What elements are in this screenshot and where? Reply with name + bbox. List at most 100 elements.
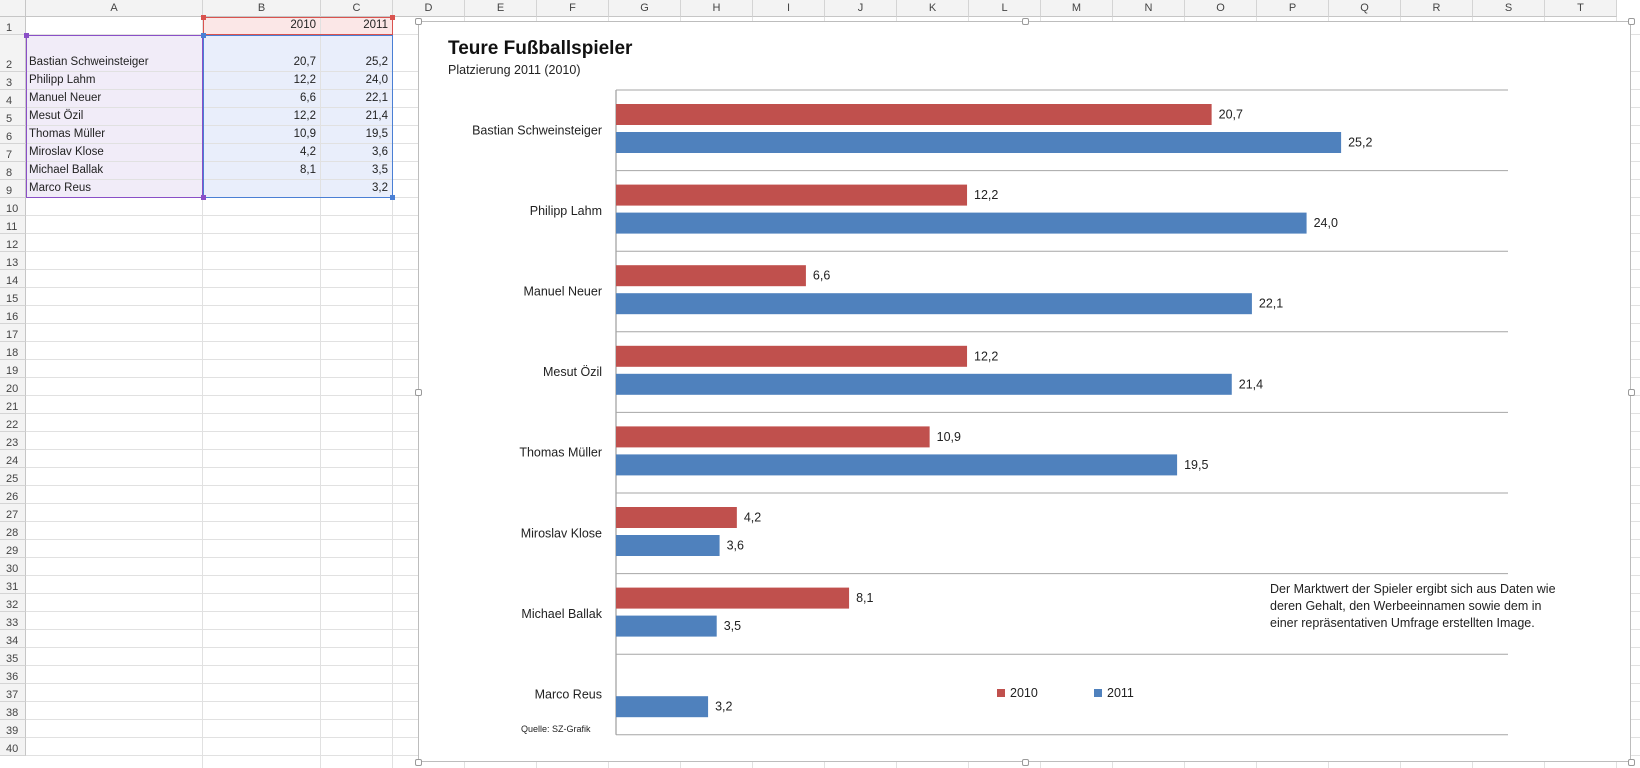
column-header-i[interactable]: I: [753, 0, 825, 17]
cell-a2[interactable]: Bastian Schweinsteiger: [29, 56, 149, 68]
row-header-20[interactable]: 20: [0, 378, 26, 396]
chart-resize-handle[interactable]: [1628, 759, 1635, 766]
row-header-7[interactable]: 7: [0, 144, 26, 162]
row-header-21[interactable]: 21: [0, 396, 26, 414]
row-header-28[interactable]: 28: [0, 522, 26, 540]
column-header-k[interactable]: K: [897, 0, 969, 17]
chart-resize-handle[interactable]: [1021, 18, 1029, 25]
row-header-18[interactable]: 18: [0, 342, 26, 360]
cell-a3[interactable]: Philipp Lahm: [29, 74, 96, 86]
row-header-39[interactable]: 39: [0, 720, 26, 738]
row-header-23[interactable]: 23: [0, 432, 26, 450]
column-header-o[interactable]: O: [1185, 0, 1257, 17]
chart-resize-handle[interactable]: [1021, 759, 1029, 766]
row-header-12[interactable]: 12: [0, 234, 26, 252]
column-header-q[interactable]: Q: [1329, 0, 1401, 17]
range-resize-handle[interactable]: [390, 195, 395, 200]
cell-a7[interactable]: Miroslav Klose: [29, 146, 104, 158]
column-header-b[interactable]: B: [203, 0, 321, 17]
cell-b4[interactable]: 6,6: [300, 92, 316, 104]
row-header-30[interactable]: 30: [0, 558, 26, 576]
cell-a6[interactable]: Thomas Müller: [29, 128, 106, 140]
row-header-4[interactable]: 4: [0, 90, 26, 108]
row-header-33[interactable]: 33: [0, 612, 26, 630]
column-header-e[interactable]: E: [465, 0, 537, 17]
chart-resize-handle[interactable]: [415, 18, 422, 25]
select-all-corner[interactable]: [0, 0, 26, 17]
row-header-37[interactable]: 37: [0, 684, 26, 702]
column-header-h[interactable]: H: [681, 0, 753, 17]
cell-c8[interactable]: 3,5: [372, 164, 388, 176]
cell-c3[interactable]: 24,0: [365, 74, 388, 86]
row-header-5[interactable]: 5: [0, 108, 26, 126]
cell-b2[interactable]: 20,7: [293, 56, 316, 68]
row-header-9[interactable]: 9: [0, 180, 26, 198]
cell-a4[interactable]: Manuel Neuer: [29, 92, 102, 104]
chart-resize-handle[interactable]: [1628, 18, 1635, 25]
row-header-27[interactable]: 27: [0, 504, 26, 522]
range-resize-handle[interactable]: [201, 15, 206, 20]
row-header-26[interactable]: 26: [0, 486, 26, 504]
cell-b1[interactable]: 2010: [290, 19, 316, 31]
row-header-10[interactable]: 10: [0, 198, 26, 216]
cell-c1[interactable]: 2011: [363, 19, 388, 31]
row-header-3[interactable]: 3: [0, 72, 26, 90]
cell-b6[interactable]: 10,9: [293, 128, 316, 140]
row-header-24[interactable]: 24: [0, 450, 26, 468]
row-header-17[interactable]: 17: [0, 324, 26, 342]
column-header-p[interactable]: P: [1257, 0, 1329, 17]
cell-a8[interactable]: Michael Ballak: [29, 164, 104, 176]
row-header-15[interactable]: 15: [0, 288, 26, 306]
cell-a9[interactable]: Marco Reus: [29, 182, 91, 194]
row-header-14[interactable]: 14: [0, 270, 26, 288]
column-header-m[interactable]: M: [1041, 0, 1113, 17]
column-header-r[interactable]: R: [1401, 0, 1473, 17]
cell-c7[interactable]: 3,6: [372, 146, 388, 158]
cell-b5[interactable]: 12,2: [293, 110, 316, 122]
column-header-g[interactable]: G: [609, 0, 681, 17]
column-header-a[interactable]: A: [26, 0, 203, 17]
cell-b8[interactable]: 8,1: [300, 164, 316, 176]
column-header-d[interactable]: D: [393, 0, 465, 17]
row-header-25[interactable]: 25: [0, 468, 26, 486]
range-resize-handle[interactable]: [201, 33, 206, 38]
row-header-11[interactable]: 11: [0, 216, 26, 234]
column-header-j[interactable]: J: [825, 0, 897, 17]
range-resize-handle[interactable]: [201, 195, 206, 200]
chart-resize-handle[interactable]: [415, 759, 422, 766]
column-header-n[interactable]: N: [1113, 0, 1185, 17]
cell-b3[interactable]: 12,2: [293, 74, 316, 86]
chart-resize-handle[interactable]: [415, 388, 422, 396]
row-header-34[interactable]: 34: [0, 630, 26, 648]
row-header-6[interactable]: 6: [0, 126, 26, 144]
row-header-38[interactable]: 38: [0, 702, 26, 720]
column-header-t[interactable]: T: [1545, 0, 1617, 17]
row-header-2[interactable]: 2: [0, 35, 26, 72]
range-resize-handle[interactable]: [390, 15, 395, 20]
row-header-32[interactable]: 32: [0, 594, 26, 612]
row-header-16[interactable]: 16: [0, 306, 26, 324]
row-header-36[interactable]: 36: [0, 666, 26, 684]
row-header-35[interactable]: 35: [0, 648, 26, 666]
row-header-29[interactable]: 29: [0, 540, 26, 558]
row-header-8[interactable]: 8: [0, 162, 26, 180]
cell-c5[interactable]: 21,4: [365, 110, 388, 122]
column-header-s[interactable]: S: [1473, 0, 1545, 17]
row-header-13[interactable]: 13: [0, 252, 26, 270]
cell-c9[interactable]: 3,2: [372, 182, 388, 194]
cell-a5[interactable]: Mesut Özil: [29, 110, 84, 122]
chart-resize-handle[interactable]: [1628, 388, 1635, 396]
cell-b7[interactable]: 4,2: [300, 146, 316, 158]
cell-c2[interactable]: 25,2: [365, 56, 388, 68]
row-header-19[interactable]: 19: [0, 360, 26, 378]
column-header-l[interactable]: L: [969, 0, 1041, 17]
row-header-40[interactable]: 40: [0, 738, 26, 756]
cell-c4[interactable]: 22,1: [365, 92, 388, 104]
row-header-22[interactable]: 22: [0, 414, 26, 432]
row-header-31[interactable]: 31: [0, 576, 26, 594]
column-header-f[interactable]: F: [537, 0, 609, 17]
cell-c6[interactable]: 19,5: [365, 128, 388, 140]
range-resize-handle[interactable]: [24, 33, 29, 38]
row-header-1[interactable]: 1: [0, 17, 26, 35]
column-header-c[interactable]: C: [321, 0, 393, 17]
